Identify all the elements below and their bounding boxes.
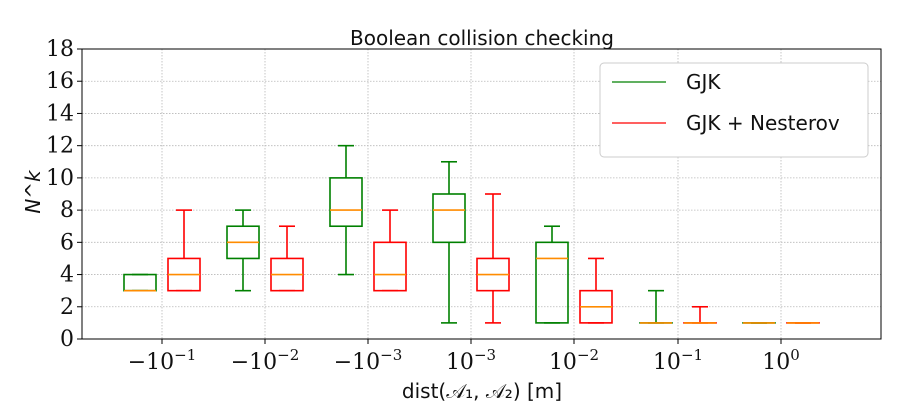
x-axis-ticks: −10−1 −10−2 −10−3 10−3 10−2 10−1 100 [128,339,800,375]
legend: GJK GJK + Nesterov [599,62,869,158]
box-gjk [329,144,363,276]
y-tick-label: 10 [46,166,74,191]
y-tick-label: 0 [60,327,74,352]
y-tick-label: 18 [46,37,74,62]
y-tick-label: 8 [60,198,74,223]
y-tick-label: 4 [60,263,74,288]
box-gjk-nesterov [579,257,613,324]
legend-frame [599,62,869,158]
x-axis-label: dist(𝒜₁, 𝒜₂) [m] [402,379,562,403]
box-iqr [432,193,466,244]
box-gjk-nesterov [167,209,201,292]
y-tick-label: 14 [46,101,74,126]
legend-label: GJK + Nesterov [686,111,840,135]
box-gjk [432,160,466,324]
x-tick-label: −10−1 [128,346,197,375]
y-axis-ticks: 0 2 4 6 8 10 12 14 16 18 [46,37,82,352]
chart-title: Boolean collision checking [350,26,614,50]
x-tick-label: −10−3 [334,346,403,375]
box-gjk [535,225,569,324]
x-tick-label: −10−2 [231,346,300,375]
box-gjk [226,209,260,292]
box-series [123,144,820,324]
box-iqr [329,177,363,228]
x-tick-label: 100 [762,346,800,375]
plot-frame [81,48,882,340]
y-axis-label: N^k [21,169,45,214]
y-tick-label: 16 [46,69,74,94]
x-tick-label: 10−1 [653,346,703,375]
legend-label: GJK [686,70,721,94]
box-gjk-nesterov [373,209,407,292]
y-tick-label: 6 [60,230,74,255]
box-iqr [373,241,407,292]
y-tick-label: 2 [60,295,74,320]
box-gjk [639,289,673,324]
box-iqr [535,241,569,324]
box-gjk-nesterov [683,305,717,324]
x-tick-label: 10−3 [446,346,496,375]
x-tick-label: 10−2 [549,346,599,375]
y-tick-label: 12 [46,134,74,159]
box-gjk-nesterov [270,225,304,292]
box-iqr [123,273,157,292]
box-gjk [123,273,157,292]
box-gjk-nesterov [476,193,510,324]
